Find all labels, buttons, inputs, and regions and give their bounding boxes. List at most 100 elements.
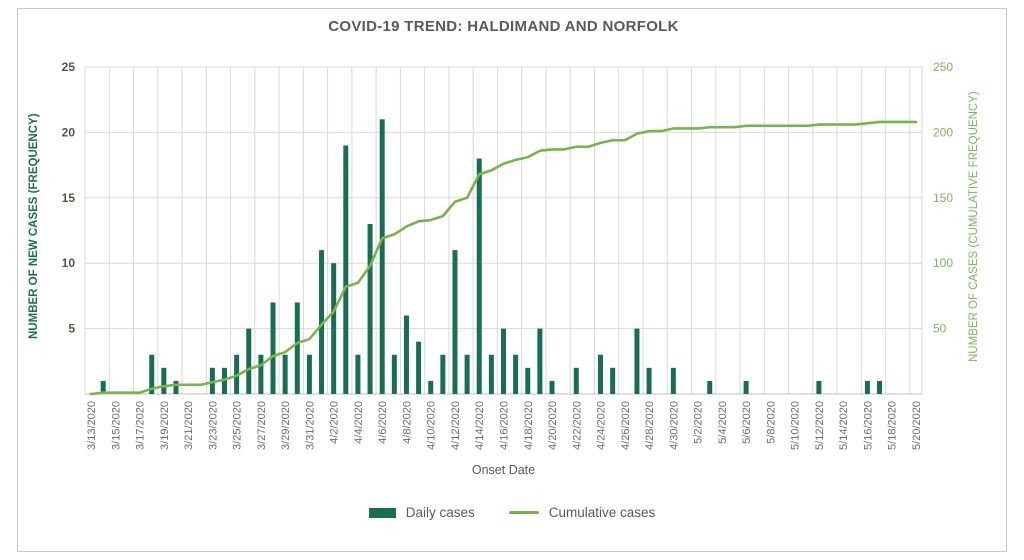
daily-cases-bar — [549, 380, 555, 394]
daily-cases-swatch — [368, 507, 396, 518]
daily-cases-bar — [391, 354, 397, 394]
x-tick-label: 4/10/2020 — [426, 401, 438, 450]
cumulative-cases-line — [89, 120, 918, 396]
right-tick-label: 200 — [933, 125, 953, 139]
left-tick-label: 15 — [62, 191, 76, 205]
daily-cases-bar — [270, 302, 276, 394]
x-tick-label: 4/4/2020 — [353, 401, 365, 444]
x-tick-label: 5/16/2020 — [862, 401, 874, 450]
daily-cases-bar — [488, 354, 494, 394]
daily-cases-bar — [634, 328, 640, 394]
x-tick-label: 4/18/2020 — [523, 401, 535, 450]
daily-cases-bar — [379, 119, 385, 394]
x-tick-label: 5/4/2020 — [717, 401, 729, 444]
right-axis-tick-labels: 50 100 150 200 250 — [933, 60, 953, 336]
daily-cases-bar — [355, 354, 361, 394]
legend-label-cumulative: Cumulative cases — [548, 505, 656, 520]
left-tick-label: 25 — [62, 60, 76, 74]
right-tick-label: 50 — [933, 322, 947, 336]
daily-cases-bar — [367, 223, 373, 394]
x-tick-label: 5/20/2020 — [911, 401, 923, 450]
daily-cases-bar — [573, 367, 579, 394]
daily-cases-bar — [428, 380, 434, 394]
x-tick-label: 4/30/2020 — [668, 401, 680, 450]
x-tick-label: 4/8/2020 — [401, 401, 413, 444]
x-tick-label: 3/27/2020 — [256, 401, 268, 450]
daily-cases-bar — [161, 367, 167, 394]
daily-cases-bar — [707, 380, 713, 394]
right-tick-label: 100 — [933, 256, 953, 270]
daily-cases-bar — [877, 380, 883, 394]
x-tick-label: 4/20/2020 — [547, 401, 559, 450]
daily-cases-bar — [864, 380, 870, 394]
daily-cases-bar — [282, 354, 288, 394]
x-tick-label: 3/23/2020 — [207, 401, 219, 450]
daily-cases-bar — [306, 354, 312, 394]
daily-cases-bar — [610, 367, 616, 394]
daily-cases-bar — [440, 354, 446, 394]
daily-cases-bar — [476, 158, 482, 394]
x-tick-label: 5/12/2020 — [814, 401, 826, 450]
right-tick-label: 150 — [933, 191, 953, 205]
daily-cases-bar — [331, 263, 337, 394]
daily-cases-bar — [149, 354, 155, 394]
left-tick-label: 20 — [62, 125, 76, 139]
left-tick-label: 10 — [62, 256, 76, 270]
chart-title: COVID-19 TREND: HALDIMAND AND NORFOLK — [328, 18, 679, 35]
daily-cases-bar — [403, 315, 409, 394]
daily-cases-bar — [294, 302, 300, 394]
x-tick-label: 3/17/2020 — [135, 401, 147, 450]
daily-cases-bar — [173, 380, 179, 394]
daily-bars-series — [100, 119, 883, 394]
left-tick-label: 5 — [68, 322, 75, 336]
x-tick-label: 4/2/2020 — [329, 401, 341, 444]
gridlines — [84, 66, 923, 394]
x-tick-label: 3/15/2020 — [110, 401, 122, 450]
x-tick-label: 4/14/2020 — [474, 401, 486, 450]
x-tick-label: 5/10/2020 — [790, 401, 802, 450]
legend: Daily cases Cumulative cases — [0, 505, 1024, 520]
x-tick-label: 3/19/2020 — [159, 401, 171, 450]
x-tick-label: 5/18/2020 — [887, 401, 899, 450]
daily-cases-bar — [464, 354, 470, 394]
x-tick-label: 4/22/2020 — [571, 401, 583, 450]
daily-cases-bar — [816, 380, 822, 394]
daily-cases-bar — [452, 250, 458, 394]
cumulative-cases-swatch — [508, 511, 539, 514]
daily-cases-bar — [646, 367, 652, 394]
daily-cases-bar — [743, 380, 749, 394]
x-tick-label: 3/13/2020 — [86, 401, 98, 450]
x-axis-tick-labels: 3/13/2020 3/15/2020 3/17/2020 3/19/2020 3/21… — [86, 401, 923, 450]
legend-label-daily: Daily cases — [405, 505, 475, 520]
left-axis-tick-labels: 5 10 15 20 25 — [62, 60, 76, 336]
daily-cases-bar — [343, 145, 349, 394]
daily-cases-bar — [319, 250, 325, 394]
x-axis-title: Onset Date — [471, 463, 536, 477]
daily-cases-bar — [100, 380, 106, 394]
right-tick-label: 250 — [933, 60, 953, 74]
x-tick-label: 4/26/2020 — [620, 401, 632, 450]
x-tick-label: 5/8/2020 — [765, 401, 777, 444]
x-tick-label: 3/21/2020 — [183, 401, 195, 450]
daily-cases-bar — [246, 328, 252, 394]
x-tick-label: 3/25/2020 — [232, 401, 244, 450]
x-tick-label: 3/29/2020 — [280, 401, 292, 450]
x-tick-label: 4/28/2020 — [644, 401, 656, 450]
daily-cases-bar — [598, 354, 604, 394]
daily-cases-bar — [513, 354, 519, 394]
x-tick-label: 4/16/2020 — [499, 401, 511, 450]
x-tick-label: 4/24/2020 — [596, 401, 608, 450]
x-tick-label: 3/31/2020 — [304, 401, 316, 450]
daily-cases-bar — [416, 341, 422, 394]
daily-cases-bar — [501, 328, 506, 394]
x-tick-label: 5/6/2020 — [741, 401, 753, 444]
x-tick-label: 4/6/2020 — [377, 401, 389, 444]
x-tick-label: 5/14/2020 — [838, 401, 850, 450]
daily-cases-bar — [670, 367, 676, 394]
daily-cases-bar — [525, 367, 531, 394]
x-tick-label: 4/12/2020 — [450, 401, 462, 450]
x-tick-label: 5/2/2020 — [693, 401, 705, 444]
daily-cases-bar — [537, 328, 543, 394]
daily-cases-bar — [258, 354, 264, 394]
